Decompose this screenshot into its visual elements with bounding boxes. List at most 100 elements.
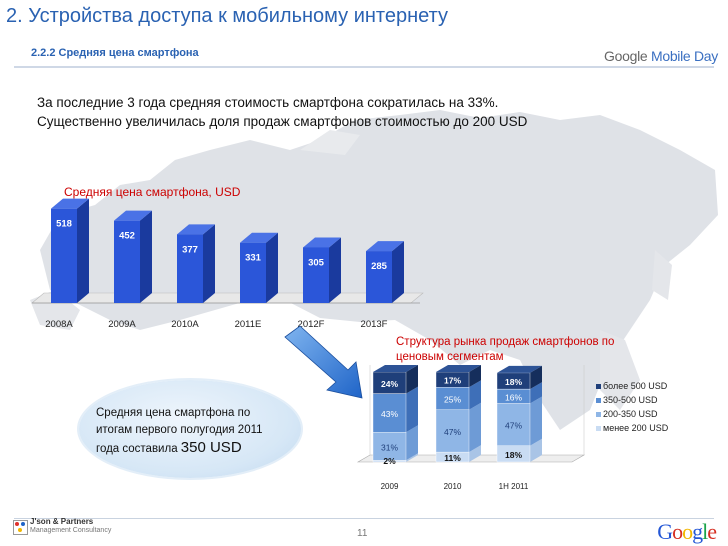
bar-2013F <box>366 241 404 303</box>
stack-value-label: 11% <box>444 453 461 463</box>
bar-value-label: 305 <box>308 257 325 268</box>
legend-label: менее 200 USD <box>603 423 669 433</box>
bar-chart-title: Средняя цена смартфона, USD <box>64 185 241 199</box>
stack-segment-side <box>530 382 542 404</box>
bar-category-label: 2013F <box>361 319 388 330</box>
stack-category-label: 2009 <box>381 482 399 491</box>
bar-value-label: 377 <box>182 244 198 255</box>
stack-value-label: 47% <box>505 421 522 431</box>
bar-2009A <box>114 210 152 303</box>
bar-chart-bars <box>51 198 404 303</box>
bar-2011E <box>240 232 278 303</box>
bar-side <box>140 210 152 303</box>
bar-category-label: 2009A <box>108 319 136 330</box>
bar-side <box>329 237 341 303</box>
bar-front <box>240 242 266 303</box>
bar-top <box>303 237 341 248</box>
bar-value-label: 331 <box>245 253 262 264</box>
stack-value-label: 43% <box>381 409 398 419</box>
stacked-chart-legend: более 500 USD 350-500 USD 200-350 USD менее… <box>596 379 668 435</box>
stack-segment-200-350 USD <box>372 432 407 461</box>
jsp-logo-icon <box>13 520 28 535</box>
callout-line-3: года составила 350 USD <box>96 439 242 456</box>
stack-segment-side <box>406 425 418 461</box>
callout-value: 350 USD <box>180 439 242 456</box>
bar-front <box>114 220 140 303</box>
bar-category-label: 2008A <box>45 319 73 330</box>
page-title: 2. Устройства доступа к мобильному интер… <box>6 5 448 27</box>
stack-segment-side <box>469 365 481 388</box>
stack-back-wall <box>369 365 585 455</box>
bar-chart-value-labels: 518 452 377 331 305 285 <box>56 219 388 272</box>
legend-swatch <box>596 426 601 431</box>
bar-front <box>366 251 392 303</box>
bar-side <box>203 224 215 303</box>
stack-segment-side <box>530 438 542 462</box>
bar-side <box>266 232 278 303</box>
bar-top <box>240 232 278 243</box>
bar-category-label: 2011E <box>235 319 262 330</box>
bar-chart-category-labels: 2008A 2009A 2010A 2011E 2012F 2013F <box>45 319 387 330</box>
legend-item: 350-500 USD <box>596 393 668 407</box>
stack-segment-side <box>406 386 418 433</box>
bar-category-label: 2010A <box>171 319 199 330</box>
stack-2010 <box>435 365 481 463</box>
callout-line-1: Средняя цена смартфона по <box>96 407 251 419</box>
stack-top <box>436 365 481 372</box>
bar-top <box>114 210 152 221</box>
bar-top <box>366 241 404 252</box>
legend-swatch <box>596 412 601 417</box>
stack-value-label: 25% <box>444 395 461 405</box>
bar-front <box>51 208 77 303</box>
bar-side <box>77 198 89 303</box>
stack-top <box>373 365 418 372</box>
bar-2008A <box>51 198 89 303</box>
bar-category-label: 2012F <box>298 319 325 330</box>
stack-1H 2011 <box>496 365 542 463</box>
stack-category-label: 1H 2011 <box>499 482 529 491</box>
stacked-chart-category-labels: 2009 2010 1H 2011 <box>381 482 529 491</box>
legend-item: более 500 USD <box>596 379 668 393</box>
google-mobile-day-logo: Google Mobile Day <box>604 48 718 64</box>
page-number: 11 <box>357 528 368 539</box>
stack-value-label: 18% <box>505 377 522 387</box>
stack-segment-350-500 USD <box>372 393 407 433</box>
legend-swatch <box>596 398 601 403</box>
callout-text: Средняя цена смартфона по итогам первого… <box>96 405 263 458</box>
bar-side <box>392 241 404 303</box>
page-subtitle: 2.2.2 Средняя цена смартфона <box>31 47 199 59</box>
stack-segment-side <box>469 402 481 453</box>
legend-item: менее 200 USD <box>596 421 668 435</box>
stacked-chart-bars <box>372 365 542 463</box>
stack-value-label: 18% <box>505 450 522 460</box>
stack-value-label: 2% <box>383 456 396 466</box>
bar-top <box>177 224 215 235</box>
bar-value-label: 285 <box>371 261 388 272</box>
callout-ellipse <box>79 380 301 478</box>
stack-segment-200-350 USD <box>496 403 531 446</box>
legend-label: более 500 USD <box>603 381 668 391</box>
stack-top <box>497 365 542 373</box>
google-logo: Google <box>657 519 717 544</box>
bar-value-label: 452 <box>119 231 135 242</box>
stacked-chart-value-labels: 2% 31% 43% 24% 11% 47% 25% 17% 18% 47% 16% 18% <box>381 376 522 466</box>
company-name: J'son & Partners Management Consultancy <box>30 517 112 534</box>
footer-divider <box>14 518 714 519</box>
stack-value-label: 47% <box>444 427 461 437</box>
bar-value-label: 518 <box>56 219 72 230</box>
header-divider <box>14 66 714 68</box>
intro-line-2: Существенно увеличилась доля продаж смар… <box>37 114 528 129</box>
intro-text: За последние 3 года средняя стоимость см… <box>37 93 527 131</box>
stack-value-label: 31% <box>381 442 398 452</box>
stack-segment-side <box>530 365 542 390</box>
stack-segment-side <box>406 453 418 462</box>
stack-value-label: 16% <box>505 392 522 402</box>
legend-swatch <box>596 384 601 389</box>
stacked-chart-title-text: Структура рынка продаж смартфонов по цен… <box>396 336 615 363</box>
intro-line-1: За последние 3 года средняя стоимость см… <box>37 95 499 110</box>
legend-label: 200-350 USD <box>603 409 658 419</box>
bar-front <box>303 247 329 303</box>
